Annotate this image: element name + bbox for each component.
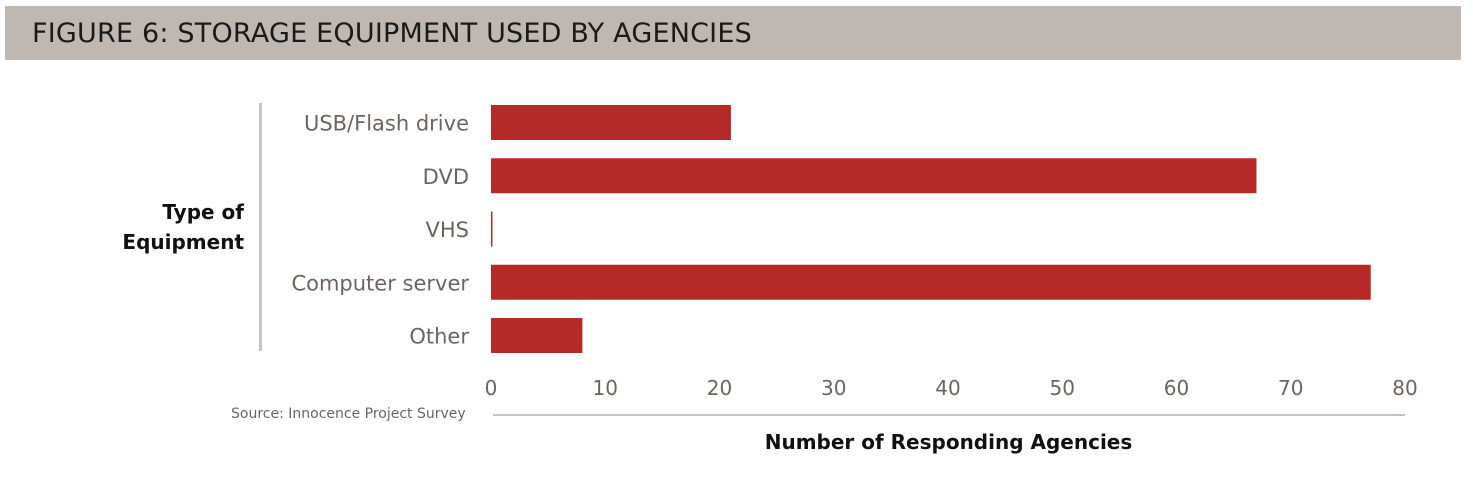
x-axis-line	[493, 414, 1405, 416]
bar-usb-flash-drive	[491, 105, 731, 140]
bar-computer-server	[491, 264, 1371, 300]
title-band: FIGURE 6: STORAGE EQUIPMENT USED BY AGEN…	[5, 6, 1461, 60]
x-tick-label: 80	[1392, 376, 1417, 400]
category-label: VHS	[426, 218, 470, 242]
category-label: Other	[409, 325, 469, 349]
x-tick-label: 60	[1164, 376, 1189, 400]
bar-other	[491, 318, 583, 353]
x-tick-label: 0	[485, 376, 498, 400]
y-axis-title: Type of Equipment	[122, 200, 244, 254]
x-axis-title: Number of Responding Agencies	[764, 430, 1133, 454]
x-tick-label: 50	[1050, 376, 1075, 400]
x-tick-label: 10	[593, 376, 618, 400]
category-label: USB/Flash drive	[304, 112, 469, 136]
x-tick-label: 30	[821, 376, 846, 400]
x-tick-label: 20	[707, 376, 732, 400]
x-tick-label: 40	[935, 376, 960, 400]
source-note: Source: Innocence Project Survey	[231, 406, 466, 422]
bar-vhs	[491, 211, 493, 247]
y-axis-line	[259, 103, 262, 351]
category-label: DVD	[423, 165, 469, 189]
category-label: Computer server	[291, 271, 469, 295]
x-tick-label: 70	[1278, 376, 1303, 400]
figure-title: FIGURE 6: STORAGE EQUIPMENT USED BY AGEN…	[32, 18, 752, 49]
bar-dvd	[491, 158, 1257, 194]
